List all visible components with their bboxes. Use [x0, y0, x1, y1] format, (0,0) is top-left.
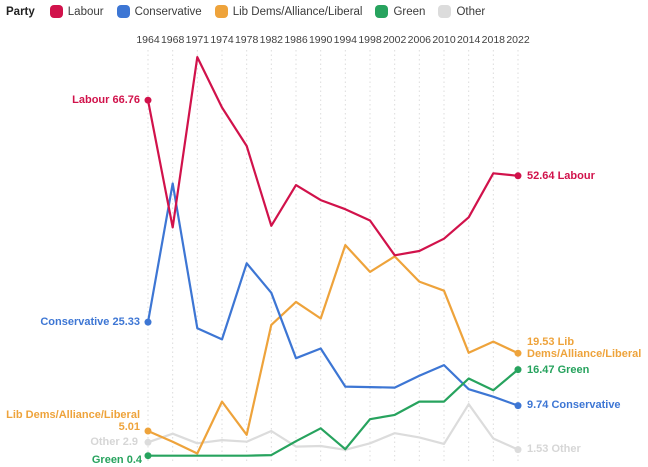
legend-swatch-libdem	[214, 5, 228, 18]
series-endpoint-libdem	[514, 349, 522, 357]
legend-items: Labour Conservative Lib Dems/Alliance/Libe…	[49, 5, 485, 18]
label-other-end: 1.53 Other	[527, 443, 581, 455]
series-line-other	[146, 403, 520, 451]
legend-swatch-other	[438, 5, 452, 18]
label-green-start: Green 0.4	[91, 454, 142, 466]
x-axis-tick-label-1998: 1998	[358, 34, 382, 46]
x-axis-tick-label-1982: 1982	[259, 34, 283, 46]
x-axis-tick-label-1990: 1990	[308, 34, 333, 46]
chart-legend: Party Labour Conservative Lib Dems/Allianc…	[6, 5, 485, 18]
x-axis-tick-label-1994: 1994	[333, 34, 357, 46]
label-conservative-end: 9.74 Conservative	[527, 399, 621, 411]
legend-swatch-green	[375, 5, 389, 18]
label-libdem-start-line1: Lib Dems/Alliance/Liberal	[6, 409, 140, 421]
x-axis-tick-label-2022: 2022	[506, 34, 530, 46]
x-axis-tick-label-1971: 1971	[185, 34, 209, 46]
label-labour-start: Labour 66.76	[72, 94, 140, 106]
series-endpoint-labour	[144, 96, 152, 104]
x-axis-tick-label-2018: 2018	[481, 34, 505, 46]
legend-title: Party	[6, 5, 35, 18]
series-endpoint-green	[514, 366, 522, 374]
series-line-libdem	[146, 244, 520, 455]
label-other-start: Other 2.9	[90, 436, 138, 448]
legend-label-green: Green	[393, 5, 426, 18]
series-line-conservative	[146, 182, 520, 407]
x-axis-tick-label-2006: 2006	[407, 34, 431, 46]
legend-label-conservative: Conservative	[134, 5, 202, 18]
x-axis-tick-label-1964: 1964	[136, 34, 160, 46]
series-line-labour	[146, 55, 520, 257]
series-endpoint-conservative	[144, 318, 152, 326]
legend-label-labour: Labour	[67, 5, 104, 18]
x-axis-tick-label-1986: 1986	[284, 34, 308, 46]
series-endpoint-other	[514, 446, 522, 454]
label-libdem-end: 19.53 Lib Dems/Alliance/Liberal	[527, 336, 642, 360]
label-labour-end: 52.64 Labour	[527, 170, 595, 182]
label-libdem-start: Lib Dems/Alliance/Liberal 5.01	[6, 409, 140, 433]
x-axis-tick-label-2010: 2010	[432, 34, 456, 46]
x-axis-tick-label-1974: 1974	[210, 34, 234, 46]
series-endpoint-other	[144, 438, 152, 446]
label-conservative-start: Conservative 25.33	[40, 316, 140, 328]
legend-swatch-labour	[49, 5, 63, 18]
legend-swatch-conservative	[116, 5, 130, 18]
label-green-end: 16.47 Green	[527, 364, 590, 376]
legend-item-green[interactable]: Green	[375, 5, 425, 18]
x-axis-tick-label-1978: 1978	[234, 34, 259, 46]
legend-item-labour[interactable]: Labour	[49, 5, 104, 18]
legend-item-libdem[interactable]: Lib Dems/Alliance/Liberal	[214, 5, 363, 18]
x-axis-tick-label-2002: 2002	[382, 34, 407, 46]
series-endpoint-labour	[514, 172, 522, 180]
series-endpoint-green	[144, 452, 152, 460]
legend-label-other: Other	[456, 5, 486, 18]
label-libdem-start-line2: 5.01	[118, 421, 140, 433]
series-endpoint-conservative	[514, 402, 522, 410]
x-axis-tick-label-2014: 2014	[456, 34, 481, 46]
legend-item-conservative[interactable]: Conservative	[116, 5, 202, 18]
legend-label-libdem: Lib Dems/Alliance/Liberal	[232, 5, 363, 18]
x-axis-tick-label-1968: 1968	[160, 34, 185, 46]
legend-item-other[interactable]: Other	[438, 5, 485, 18]
series-line-green	[146, 368, 520, 457]
series-endpoint-libdem	[144, 427, 152, 435]
